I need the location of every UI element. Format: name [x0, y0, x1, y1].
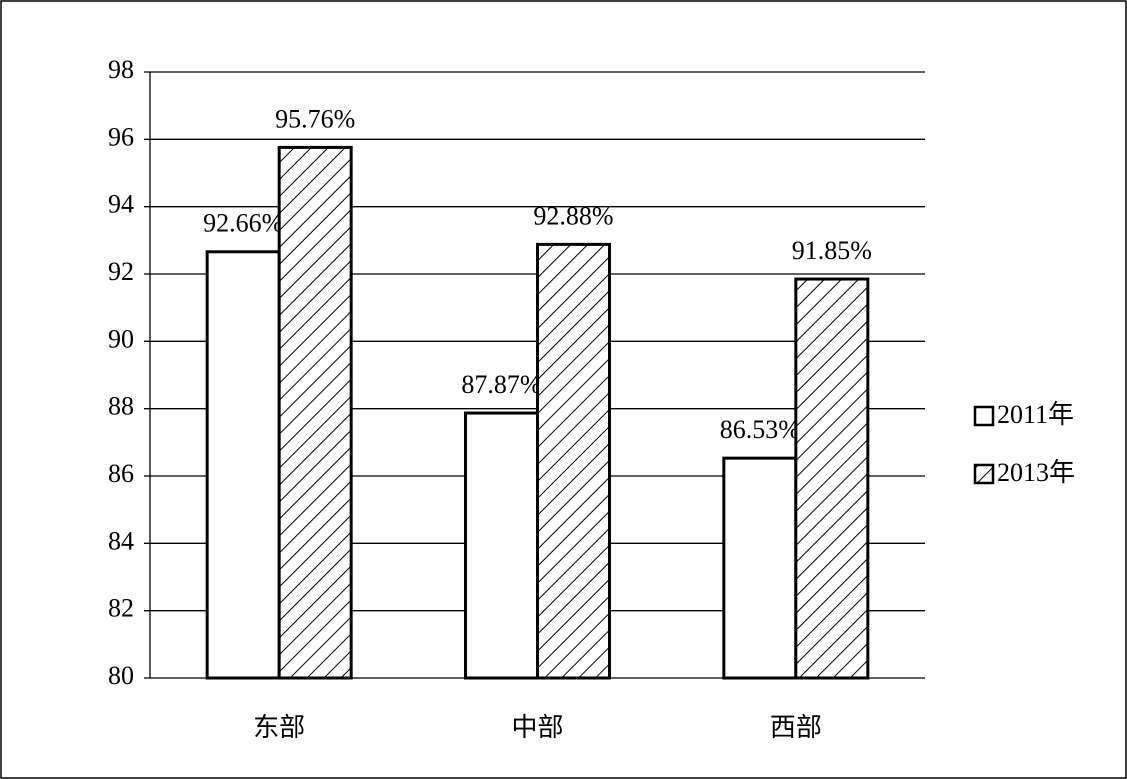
- data-label: 91.85%: [792, 236, 872, 265]
- data-label: 86.53%: [720, 415, 800, 444]
- y-tick-label: 92: [108, 257, 134, 286]
- data-label: 87.87%: [461, 370, 541, 399]
- bar: [464, 411, 539, 680]
- bar: [536, 242, 611, 680]
- x-tick-label: 西部: [770, 713, 822, 742]
- bar: [205, 250, 281, 680]
- legend-label: 2011年: [997, 400, 1074, 429]
- bar: [722, 456, 798, 680]
- legend-swatch: [973, 405, 995, 427]
- data-label: 95.76%: [275, 104, 355, 133]
- y-tick-label: 98: [108, 55, 134, 84]
- bar: [794, 277, 870, 680]
- y-tick-label: 88: [108, 392, 134, 421]
- x-tick-label: 中部: [511, 713, 563, 742]
- x-tick-label: 东部: [253, 713, 305, 742]
- y-tick-label: 82: [108, 594, 134, 623]
- legend-label: 2013年: [997, 458, 1075, 487]
- y-tick-label: 86: [108, 459, 134, 488]
- y-tick-label: 80: [108, 661, 134, 690]
- legend-swatch: [973, 463, 995, 485]
- y-tick-label: 90: [108, 324, 134, 353]
- y-tick-label: 84: [108, 526, 134, 555]
- y-tick-label: 96: [108, 122, 134, 151]
- data-label: 92.88%: [533, 201, 613, 230]
- bar: [277, 145, 353, 680]
- y-tick-label: 94: [108, 190, 134, 219]
- data-label: 92.66%: [203, 209, 283, 238]
